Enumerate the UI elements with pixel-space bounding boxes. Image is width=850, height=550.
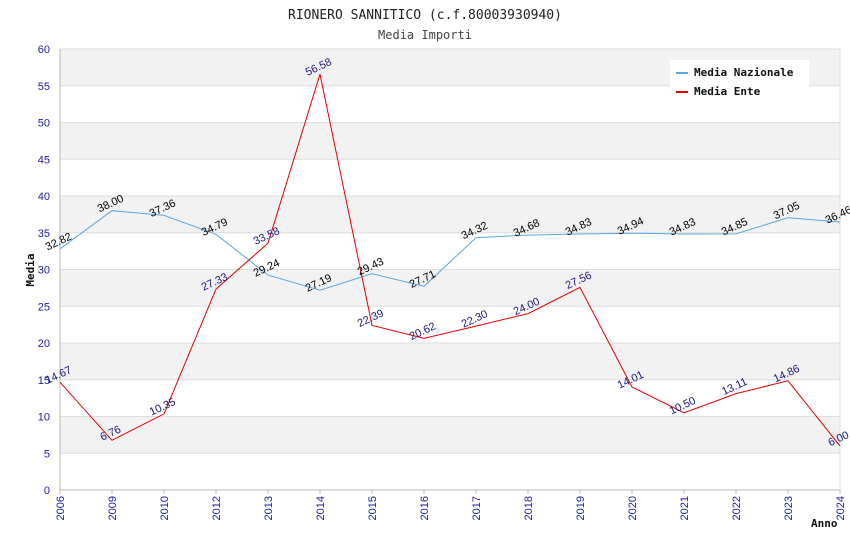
grid-band: [60, 122, 840, 160]
y-tick-label: 5: [44, 448, 50, 460]
grid-band: [60, 269, 840, 307]
y-tick-label: 10: [38, 412, 50, 424]
y-tick-label: 15: [38, 375, 50, 387]
x-tick-label: 2019: [575, 496, 587, 520]
series-lines: [59, 73, 841, 447]
x-tick-label: 2015: [367, 496, 379, 520]
y-tick-label: 55: [38, 81, 50, 93]
y-tick-label: 30: [38, 265, 50, 277]
axes: [59, 49, 841, 494]
legend-label: Media Ente: [694, 85, 761, 98]
x-tick-label: 2021: [679, 496, 691, 520]
x-axis-title: Anno: [811, 517, 838, 530]
x-tick-label: 2023: [783, 496, 795, 520]
grid-band: [60, 343, 840, 380]
y-tick-label: 25: [38, 301, 50, 313]
legend-label: Media Nazionale: [694, 66, 794, 79]
y-tick-label: 35: [38, 228, 50, 240]
data-label: 22.30: [460, 308, 490, 331]
series-line: [59, 210, 841, 291]
x-tick-label: 2014: [315, 496, 327, 520]
data-label: 14.67: [44, 364, 74, 387]
y-tick-label: 50: [38, 118, 50, 130]
x-tick-label: 2016: [419, 496, 431, 520]
x-tick-label: 2006: [55, 496, 67, 520]
chart-subtitle: Media Importi: [378, 28, 472, 42]
x-tick-label: 2024: [835, 496, 847, 520]
data-label: 10.50: [668, 395, 698, 418]
grid-band: [60, 196, 840, 233]
y-tick-label: 40: [38, 191, 50, 203]
x-tick-label: 2018: [523, 496, 535, 520]
x-tick-labels: 2006 2009 2010 2012 2013 2014 2015 2016 2017 2018…: [55, 496, 847, 520]
chart-title: RIONERO SANNITICO (c.f.80003930940): [288, 8, 562, 23]
y-tick-label: 45: [38, 154, 50, 166]
y-axis-title: Media: [24, 253, 37, 286]
data-label: 22.39: [356, 307, 386, 330]
x-tick-label: 2020: [627, 496, 639, 520]
series-line: [59, 73, 841, 447]
x-tick-label: 2017: [471, 496, 483, 520]
grid-band: [60, 416, 840, 454]
x-tick-label: 2013: [263, 496, 275, 520]
legend-box: [670, 60, 809, 102]
y-tick-label: 60: [38, 44, 50, 56]
x-tick-label: 2022: [731, 496, 743, 520]
x-tick-label: 2012: [211, 496, 223, 520]
x-tick-label: 2009: [107, 496, 119, 520]
y-tick-label: 20: [38, 338, 50, 350]
x-tick-label: 2010: [159, 496, 171, 520]
data-label: 20.62: [408, 320, 438, 343]
y-tick-label: 0: [44, 485, 50, 497]
legend: Media Nazionale Media Ente: [670, 60, 809, 102]
y-tick-labels: 0 5 10 15 20 25 30 35 40 45 50 55 60: [38, 44, 50, 497]
